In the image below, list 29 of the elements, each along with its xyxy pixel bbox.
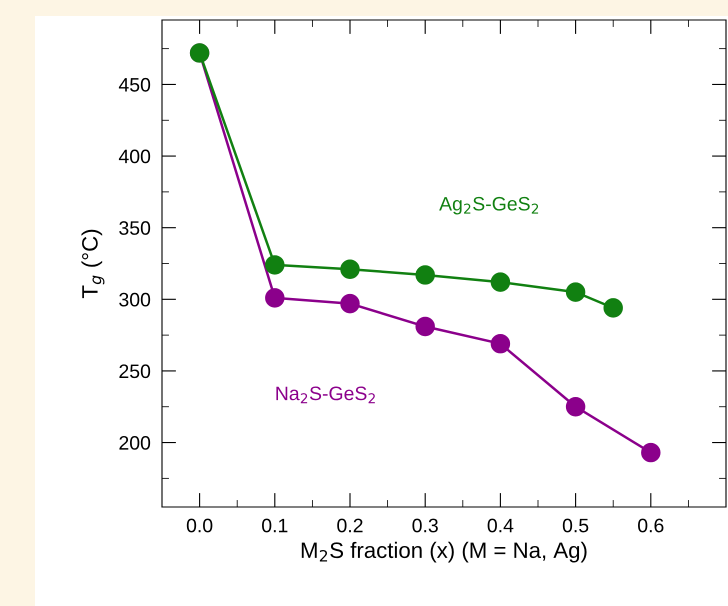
y-tick-label: 200 [119,436,150,450]
x-tick-label: 0.2 [337,518,363,532]
x-tick-label: 0.5 [562,518,588,532]
y-tick-label: 350 [119,221,150,235]
text: Ag$_{2}$S-GeS$_{2}$ [439,196,538,214]
x-axis-title: M$_{2}$S fraction (x) (M = Na, Ag) [302,542,587,563]
y-axis-title: T$_{g}$ (°C) [81,230,104,298]
y-tick-label: 400 [118,150,150,164]
point [340,294,360,314]
y-tick-label: 300 [119,292,150,307]
point [340,260,360,279]
x-tick-label: 0.1 [262,518,288,532]
text: Na$_{2}$S-GeS$_{2}$ [276,386,375,404]
x-tick-label: 0.0 [186,518,212,532]
point [566,397,586,416]
point [641,442,661,462]
point [415,265,435,285]
x-tick-label: 0.6 [638,518,664,532]
point [265,288,285,308]
point [566,282,586,302]
y-tick-label: 450 [118,78,150,92]
point [490,272,510,292]
y-tick-label: 250 [119,364,150,378]
x-tick-label: 0.4 [488,518,514,532]
x-tick-label: 0.3 [412,518,438,532]
point [490,334,510,354]
point [415,316,435,336]
point [265,255,285,275]
point [603,298,623,318]
